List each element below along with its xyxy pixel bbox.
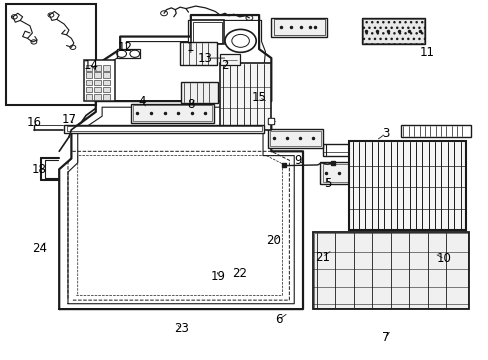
Bar [131,104,214,123]
Bar [85,65,92,71]
Text: 18: 18 [31,163,46,176]
Bar [348,141,466,230]
Text: 13: 13 [198,51,212,64]
Bar [180,42,216,65]
Text: 5: 5 [323,177,330,190]
Bar [193,22,221,42]
Bar [269,131,320,146]
Text: 12: 12 [117,41,132,54]
Bar [320,162,383,184]
Text: 4: 4 [138,95,145,108]
Bar [85,80,92,85]
Bar [361,18,424,44]
Text: 20: 20 [266,234,281,247]
Bar [83,60,115,101]
Bar [220,63,271,130]
Text: 9: 9 [294,154,301,167]
Text: 14: 14 [83,59,98,72]
Bar [181,82,217,103]
Bar [117,49,140,58]
Text: 11: 11 [419,46,434,59]
Bar [103,94,110,100]
Text: 10: 10 [436,252,451,265]
Text: 21: 21 [314,251,329,264]
Bar [5,4,96,105]
Text: 17: 17 [61,113,76,126]
Bar [85,72,92,78]
Circle shape [224,30,256,52]
Bar [94,87,101,93]
Text: 23: 23 [173,322,188,335]
Text: 15: 15 [251,91,266,104]
Bar [94,65,101,71]
Bar [94,80,101,85]
Bar [271,18,327,37]
Bar [66,126,261,131]
Text: 3: 3 [382,127,389,140]
Text: 6: 6 [274,313,282,327]
Text: 7: 7 [382,331,389,344]
Bar [273,19,325,35]
Bar [103,65,110,71]
Text: 2: 2 [221,59,228,72]
Bar [400,126,470,137]
Text: 24: 24 [32,242,47,255]
Bar [362,19,423,43]
Bar [190,20,224,44]
Text: 22: 22 [232,267,246,280]
Bar [85,87,92,93]
Text: 1: 1 [187,41,194,54]
Text: 8: 8 [187,98,194,111]
Bar [94,72,101,78]
Bar [312,232,468,309]
Bar [103,72,110,78]
Bar [133,105,212,121]
Bar [85,94,92,100]
Bar [103,80,110,85]
Bar [94,94,101,100]
Bar [313,233,467,309]
Text: 19: 19 [210,270,224,283]
Bar [267,129,322,148]
Bar [322,163,380,182]
Bar [103,87,110,93]
Text: 16: 16 [26,116,41,129]
Bar [220,54,239,65]
Bar [64,125,264,133]
Bar [323,144,361,156]
